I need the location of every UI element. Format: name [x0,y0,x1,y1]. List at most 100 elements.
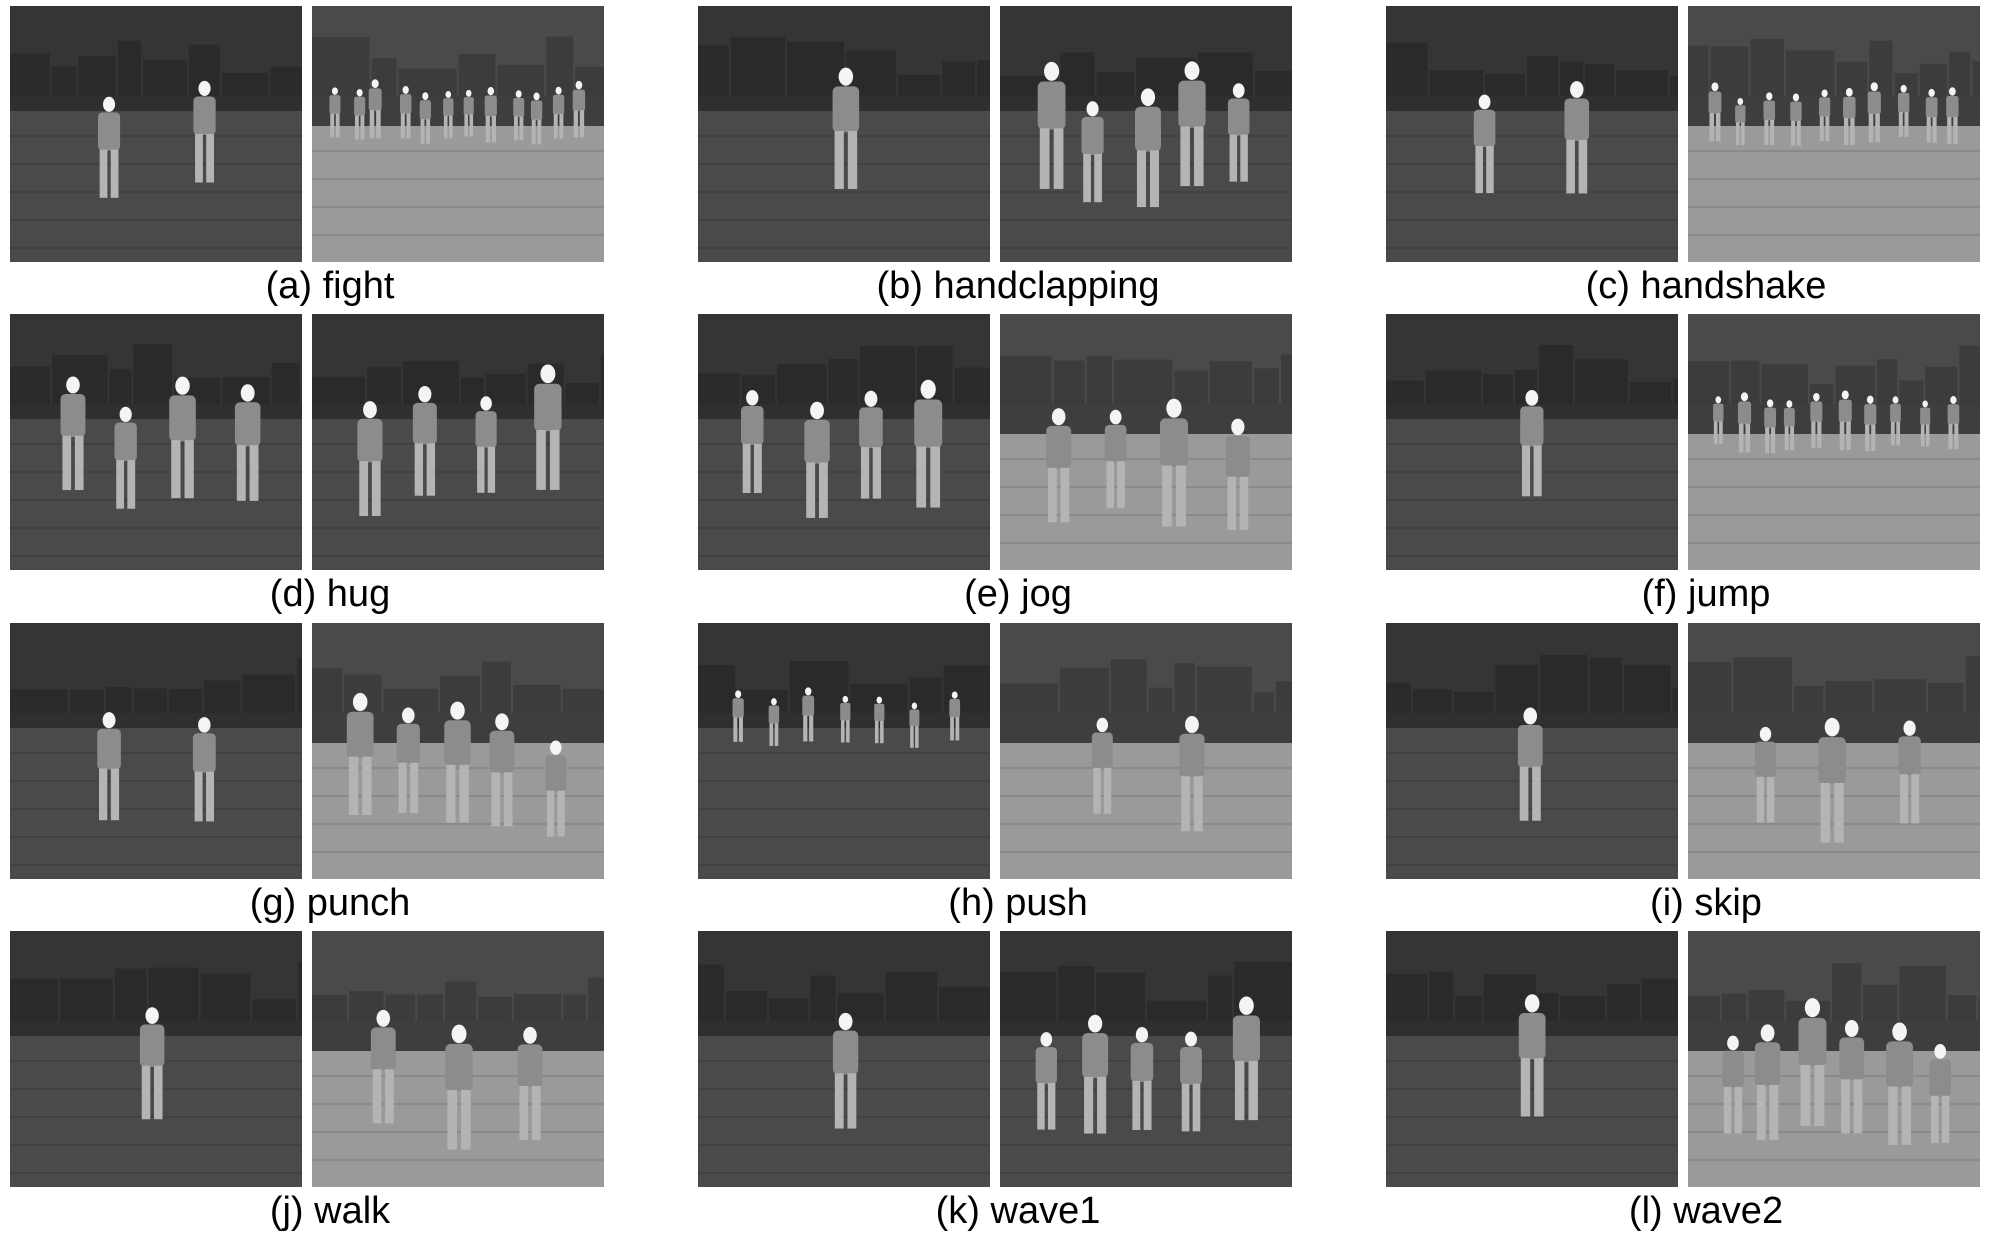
thermal-frame [1386,314,1678,570]
people-group [1091,715,1205,832]
person-silhouette [1180,1031,1202,1132]
panel-hug: (d) hug [10,314,650,615]
panel-caption: (j) walk [269,1190,391,1232]
person-silhouette [346,692,374,816]
panel-caption: (a) fight [265,265,395,307]
person-silhouette [484,86,497,143]
thermal-frame [698,314,990,570]
ground-plane [312,126,604,262]
person-silhouette [1864,395,1877,452]
people-group [357,364,562,517]
person-silhouette [444,701,471,823]
person-silhouette [1037,61,1066,189]
person-silhouette [1818,717,1846,843]
panel-walk: (j) walk [10,931,650,1232]
ground-plane [698,111,990,262]
person-silhouette [1178,61,1206,187]
ground-plane [10,728,302,879]
people-group [732,687,961,748]
person-silhouette [419,92,431,144]
panel-caption: (l) wave2 [1628,1190,1784,1232]
panel-caption: (k) wave1 [935,1190,1101,1232]
person-silhouette [1091,717,1113,814]
person-silhouette [1130,1027,1154,1130]
thermal-frame [1000,931,1292,1187]
thermal-frame [1386,6,1678,262]
person-silhouette [1713,396,1724,445]
thermal-frame [1386,623,1678,879]
people-group [139,1007,165,1120]
people-group [832,67,860,190]
person-silhouette [1082,1014,1109,1134]
person-silhouette [1890,396,1901,446]
person-silhouette [1737,392,1752,453]
person-silhouette [874,696,885,744]
person-silhouette [1518,994,1546,1117]
person-silhouette [1179,715,1205,832]
people-group [1046,398,1251,530]
person-silhouette [1081,101,1104,203]
person-silhouette [1810,392,1823,448]
thermal-frame [312,931,604,1187]
person-silhouette [1232,996,1260,1121]
person-silhouette [1790,93,1802,146]
people-group [1708,82,1959,146]
person-silhouette [475,396,497,493]
person-silhouette [859,390,883,499]
thermal-frame [10,6,302,262]
panel-jump: (f) jump [1386,314,1995,615]
panel-handclapping: (b) handclapping [698,6,1338,307]
person-silhouette [463,89,474,137]
person-silhouette [1920,400,1931,447]
person-silhouette [1708,82,1722,142]
person-silhouette [370,1009,396,1124]
person-silhouette [1754,1024,1781,1141]
people-group [329,79,586,145]
panel-caption: (c) handshake [1585,265,1827,307]
person-silhouette [1798,998,1827,1127]
panel-push: (h) push [698,623,1338,924]
person-silhouette [60,376,86,491]
person-silhouette [97,712,121,821]
person-silhouette [489,713,515,827]
thermal-frame [698,931,990,1187]
panel-caption: (b) handclapping [876,265,1160,307]
person-silhouette [1104,409,1127,509]
panel-skip: (i) skip [1386,623,1995,924]
thermal-frame [1688,6,1980,262]
person-silhouette [169,376,196,499]
person-silhouette [114,406,137,509]
person-silhouette [914,379,943,508]
panel-caption: (i) skip [1650,882,1762,924]
thermal-frame [312,6,604,262]
panel-handshake: (c) handshake [1386,6,1995,307]
person-silhouette [1867,82,1881,143]
people-group [1520,389,1544,497]
person-silhouette [1564,81,1590,194]
person-silhouette [534,364,562,490]
person-silhouette [513,90,525,141]
panel-caption: (f) jump [1641,573,1771,615]
person-silhouette [1839,1019,1865,1134]
person-silhouette [1764,399,1777,454]
person-silhouette [517,1026,543,1140]
person-silhouette [545,740,567,837]
person-silhouette [1925,88,1938,143]
panel-jog: (e) jog [698,314,1338,615]
ground-plane [1688,126,1980,262]
panel-wave2: (l) wave2 [1386,931,1995,1232]
thermal-frame [1000,6,1292,262]
person-silhouette [1046,408,1072,523]
panel-caption: (d) hug [269,573,391,615]
people-group [1755,717,1921,843]
person-silhouette [804,401,830,518]
person-silhouette [445,1024,473,1150]
people-group [97,80,216,198]
people-group [1517,707,1543,821]
person-silhouette [396,707,420,814]
person-silhouette [1134,88,1161,208]
person-silhouette [1897,84,1910,137]
person-silhouette [1227,83,1250,182]
person-silhouette [443,90,454,139]
panel-fight: (a) fight [10,6,650,307]
